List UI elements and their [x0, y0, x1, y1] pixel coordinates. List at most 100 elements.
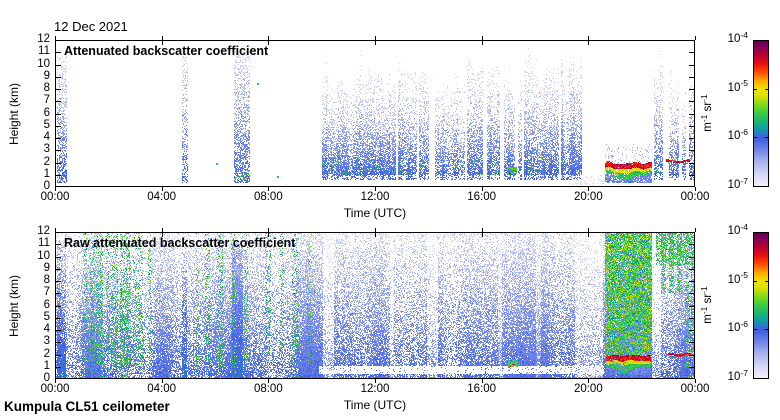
y-tick-label: 2 — [43, 347, 50, 360]
panel-title-attenuated: Attenuated backscatter coefficient — [64, 44, 269, 58]
axis-tick — [162, 36, 163, 40]
colorbar-top — [753, 40, 769, 187]
y-tick-label: 2 — [43, 155, 50, 168]
axis-tick — [695, 36, 696, 40]
raw-attenuated-backscatter-heatmap — [55, 232, 695, 379]
y-tick-label: 8 — [43, 82, 50, 94]
colorbar-tick-base: 10 — [727, 81, 741, 94]
x-tick-label: 00:00 — [680, 191, 710, 203]
y-tick-label: 11 — [38, 237, 50, 250]
axis-tick — [162, 379, 163, 383]
axis-tick — [375, 228, 376, 232]
axis-tick — [162, 228, 163, 232]
y-tick-label: 8 — [43, 274, 50, 286]
axis-tick — [162, 187, 163, 191]
y-axis-label-top: Height (km) — [7, 83, 21, 146]
unit-exp-2: -1 — [698, 286, 709, 294]
x-tick-label: 00:00 — [40, 191, 70, 203]
y-tick-label: 10 — [37, 57, 50, 70]
unit-exp-2: -1 — [698, 94, 709, 102]
colorbar-tick-label: 10-4 — [712, 221, 748, 238]
x-tick-label: 16:00 — [467, 191, 497, 203]
x-tick-label: 04:00 — [147, 191, 177, 203]
colorbar-tick-label: 10-5 — [712, 78, 748, 94]
y-tick-label: 10 — [37, 249, 50, 262]
y-tick-label: 0 — [43, 180, 50, 192]
y-tick-label: 3 — [43, 143, 50, 156]
colorbar-tick-base: 10 — [727, 322, 741, 335]
x-axis-label-bottom: Time (UTC) — [343, 398, 407, 412]
colorbar-tick-exp: -4 — [740, 221, 748, 232]
colorbar-tick-label: 10-7 — [712, 367, 748, 384]
axis-tick — [482, 36, 483, 40]
unit-exp-1: -1 — [698, 114, 709, 123]
colorbar-tick-exp: -4 — [740, 29, 748, 40]
y-tick-label: 5 — [43, 118, 50, 131]
x-tick-label: 08:00 — [253, 383, 283, 395]
y-axis-label-bottom: Height (km) — [7, 275, 21, 338]
x-tick-label: 00:00 — [680, 383, 710, 395]
axis-tick — [268, 187, 269, 191]
y-tick-label: 12 — [37, 33, 50, 45]
colorbar-tick-exp: -5 — [740, 270, 748, 281]
y-tick-label: 6 — [43, 106, 50, 119]
y-tick-label: 6 — [43, 298, 50, 311]
axis-tick — [375, 36, 376, 40]
y-tick-label: 11 — [38, 45, 50, 58]
y-tick-label: 9 — [43, 69, 50, 82]
instrument-label: Kumpula CL51 ceilometer — [4, 399, 170, 414]
y-tick-label: 1 — [43, 359, 50, 372]
axis-tick — [268, 228, 269, 232]
colorbar-tick-base: 10 — [727, 273, 741, 286]
axis-tick — [375, 187, 376, 191]
x-tick-label: 04:00 — [147, 383, 177, 395]
colorbar-bottom — [753, 232, 769, 379]
colorbar-tick-label: 10-5 — [712, 270, 748, 286]
x-axis-label-top: Time (UTC) — [343, 206, 407, 220]
x-tick-label: 12:00 — [360, 383, 390, 395]
axis-tick — [482, 228, 483, 232]
axis-tick — [695, 187, 696, 191]
y-tick-label: 12 — [37, 225, 50, 237]
unit-base-2: sr — [702, 101, 714, 112]
attenuated-backscatter-heatmap — [55, 40, 695, 187]
colorbar-tick-base: 10 — [727, 130, 741, 143]
axis-tick — [482, 379, 483, 383]
y-tick-label: 9 — [43, 261, 50, 274]
colorbar-tick-exp: -6 — [740, 126, 748, 137]
y-tick-label: 5 — [43, 310, 50, 323]
axis-tick — [55, 36, 56, 40]
colorbar-tick-label: 10-6 — [712, 318, 748, 335]
panel-title-raw: Raw attenuated backscatter coefficient — [64, 236, 296, 250]
axis-tick — [55, 228, 56, 232]
axis-tick — [588, 228, 589, 232]
colorbar-tick-base: 10 — [727, 179, 741, 191]
colorbar-tick-exp: -5 — [740, 78, 748, 89]
y-tick-label: 1 — [43, 167, 50, 180]
x-tick-label: 12:00 — [360, 191, 390, 203]
axis-tick — [55, 187, 56, 191]
y-tick-label: 4 — [43, 131, 50, 143]
colorbar-tick-label: 10-6 — [712, 126, 748, 143]
y-tick-label: 7 — [43, 94, 50, 107]
axis-tick — [588, 379, 589, 383]
colorbar-tick-label: 10-7 — [712, 175, 748, 192]
colorbar-tick-label: 10-4 — [712, 29, 748, 46]
unit-exp-1: -1 — [698, 306, 709, 315]
date-label: 12 Dec 2021 — [54, 19, 128, 34]
colorbar-tick-exp: -7 — [740, 367, 748, 378]
x-tick-label: 08:00 — [253, 191, 283, 203]
axis-tick — [588, 187, 589, 191]
x-tick-label: 20:00 — [573, 191, 603, 203]
y-tick-label: 3 — [43, 335, 50, 348]
colorbar-tick-exp: -7 — [740, 175, 748, 186]
colorbar-tick-base: 10 — [727, 371, 741, 383]
y-tick-label: 4 — [43, 323, 50, 335]
axis-tick — [695, 379, 696, 383]
colorbar-tick-exp: -6 — [740, 318, 748, 329]
x-tick-label: 00:00 — [40, 383, 70, 395]
x-tick-label: 16:00 — [467, 383, 497, 395]
axis-tick — [695, 228, 696, 232]
unit-base-2: sr — [702, 293, 714, 304]
